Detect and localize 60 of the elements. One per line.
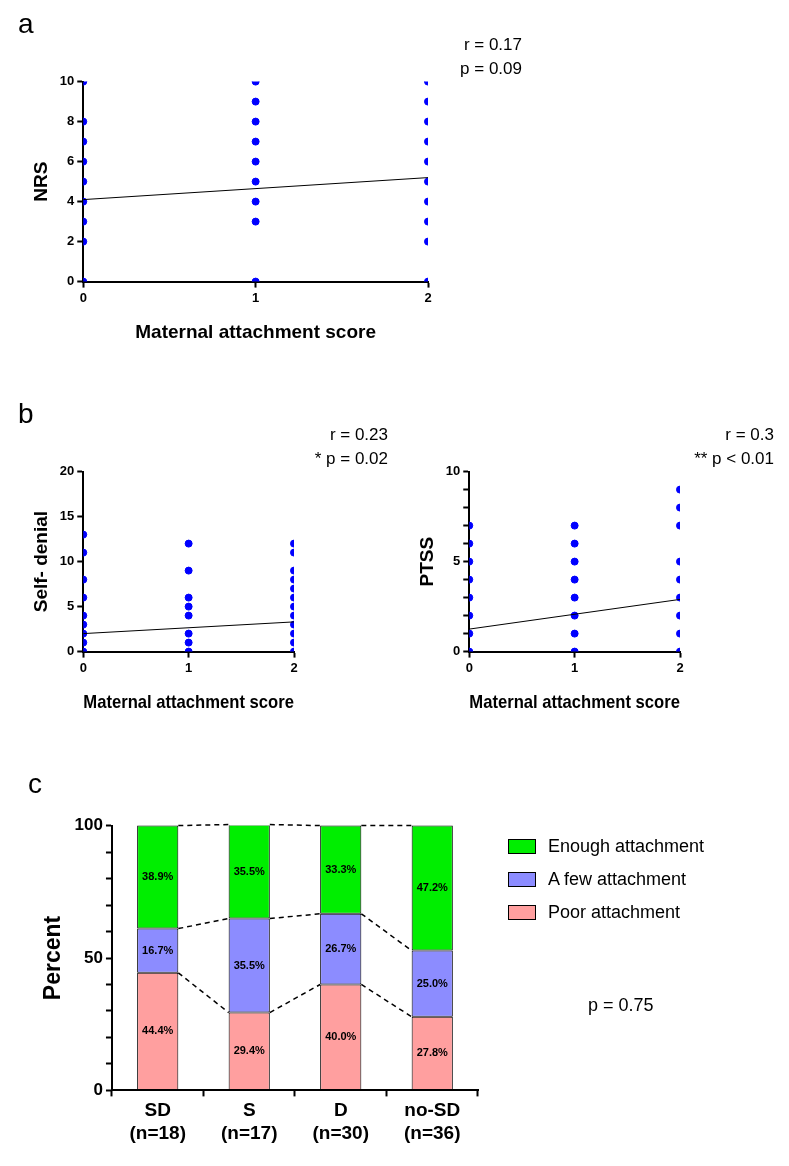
data-label: 25.0%: [416, 976, 449, 989]
chart-title: c: [28, 767, 42, 799]
data-label: 27.8%: [416, 1046, 449, 1059]
x-tick-label: 2: [424, 289, 432, 305]
y-tick-label: 0: [93, 1080, 103, 1100]
x-tick-label: 2: [290, 659, 298, 675]
y-tick-label: 5: [453, 553, 461, 569]
x-tick-label: SD (n=18): [129, 1099, 186, 1143]
x-tick-label: 1: [571, 659, 579, 675]
x-tick-label: 1: [252, 289, 260, 305]
data-label: 29.4%: [233, 1044, 266, 1057]
data-label: 33.3%: [325, 862, 357, 875]
y-tick-label: 8: [67, 113, 75, 129]
x-tick-label: 1: [185, 659, 193, 675]
y-tick-label: 2: [67, 233, 75, 249]
y-tick-label: 10: [445, 463, 461, 479]
text: r = 0.23: [329, 424, 388, 444]
chart-title: b: [18, 397, 34, 429]
data-label: 35.5%: [233, 864, 266, 877]
y-tick-label: 100: [74, 815, 103, 835]
x-axis-title: Maternal attachment score: [135, 320, 376, 342]
y-tick-label: 15: [59, 508, 75, 524]
x-tick-label: D (n=30): [312, 1099, 369, 1143]
chart-title: a: [18, 7, 34, 39]
y-tick-label: 0: [67, 643, 75, 659]
data-label: 47.2%: [416, 881, 449, 894]
x-tick-label: no-SD (n=36): [404, 1099, 461, 1143]
x-axis-title: Maternal attachment score: [469, 690, 680, 713]
y-tick-label: 50: [84, 947, 103, 967]
y-tick-label: 10: [59, 553, 75, 569]
y-tick-label: 5: [67, 598, 75, 614]
data-label: 35.5%: [233, 958, 266, 971]
legend-label: Poor attachment: [548, 902, 681, 923]
text: p = 0.09: [460, 58, 522, 78]
text: ** p < 0.01: [694, 448, 774, 468]
data-label: 38.9%: [142, 870, 174, 883]
y-axis-title: NRS: [29, 161, 51, 202]
legend-label: Enough attachment: [548, 836, 705, 857]
y-tick-label: 20: [59, 463, 75, 479]
y-axis-title: Percent: [39, 915, 66, 1001]
x-tick-label: 0: [465, 659, 473, 675]
legend-label: A few attachment: [548, 869, 687, 890]
y-tick-label: 6: [67, 153, 75, 169]
text: * p = 0.02: [314, 448, 388, 468]
text: r = 0.17: [463, 34, 522, 54]
y-axis-title: PTSS: [415, 536, 437, 587]
text: p = 0.75: [588, 995, 655, 1016]
x-axis-title: Maternal attachment score: [83, 690, 294, 713]
y-tick-label: 0: [453, 643, 461, 659]
data-label: 26.7%: [325, 942, 357, 955]
data-label: 40.0%: [325, 1030, 357, 1043]
text: r = 0.3: [725, 424, 774, 444]
y-tick-label: 0: [67, 273, 75, 289]
y-tick-label: 4: [67, 193, 76, 209]
x-tick-label: S (n=17): [220, 1099, 278, 1143]
y-axis-title: Self- denial: [29, 510, 51, 613]
data-label: 16.7%: [142, 943, 174, 956]
data-label: 44.4%: [142, 1024, 174, 1037]
y-tick-label: 10: [59, 73, 75, 89]
x-tick-label: 2: [676, 659, 684, 675]
